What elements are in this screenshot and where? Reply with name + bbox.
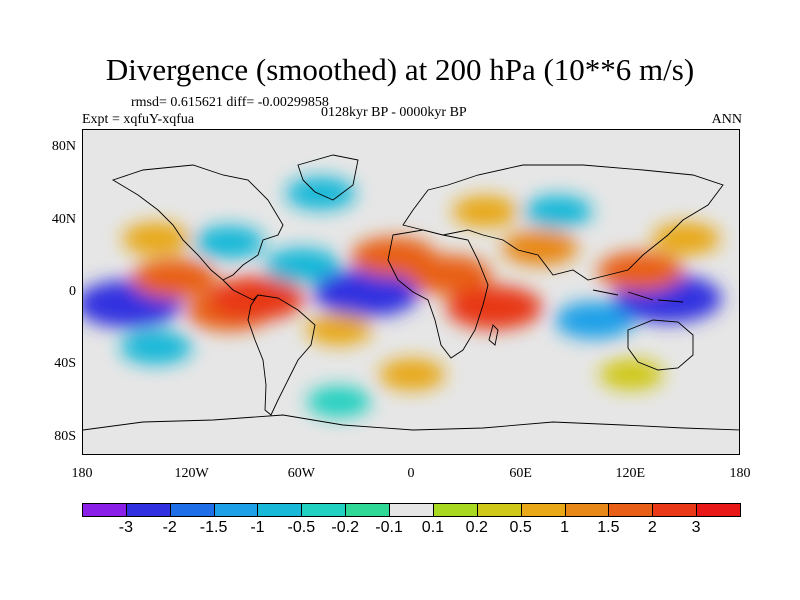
colorbar-label: 3 <box>691 519 701 536</box>
colorbar-swatch <box>345 503 391 517</box>
colorbar-label: -0.5 <box>287 519 316 536</box>
lat-tick-label: 40S <box>54 356 76 372</box>
colorbar-label: 1 <box>560 519 569 536</box>
colorbar-swatch <box>82 503 127 517</box>
colorbar-label: -0.2 <box>331 519 359 536</box>
coastline-africa <box>387 229 489 359</box>
field-anomaly-17 <box>597 251 684 292</box>
colorbar-label: -1.5 <box>199 519 228 536</box>
colorbar-label: 0.5 <box>509 519 532 536</box>
field-anomaly-8 <box>313 269 420 317</box>
experiment-text: Expt = xqfuY-xqfua <box>82 112 195 127</box>
divergence-map <box>83 154 739 431</box>
colorbar-label: 0.2 <box>465 519 488 536</box>
colorbar-label: 1.5 <box>597 519 620 536</box>
colorbar-swatch <box>564 503 610 517</box>
coastline-antarctica <box>83 414 739 431</box>
lon-tick-label: 60E <box>509 466 532 481</box>
plot-title: Divergence (smoothed) at 200 hPa (10**6 … <box>105 52 695 87</box>
field-anomaly-20 <box>524 195 593 228</box>
colorbar-swatch <box>169 503 215 517</box>
coastline-central-america <box>222 279 259 301</box>
colorbar-swatch <box>257 503 303 517</box>
period-text: 0128kyr BP - 0000kyr BP <box>321 105 467 120</box>
colorbar-swatch <box>476 503 522 517</box>
colorbar-swatch <box>608 503 654 517</box>
stats-text: rmsd= 0.615621 diff= -0.00299858 <box>131 95 329 110</box>
lat-tick-label: 40N <box>51 211 76 227</box>
coastline-australia <box>627 319 694 371</box>
colorbar-label: -2 <box>162 519 177 536</box>
lat-tick-label: 0 <box>69 284 76 299</box>
colorbar-swatch <box>520 503 566 517</box>
colorbar-swatch <box>213 503 259 517</box>
map-panel <box>82 129 740 455</box>
field-anomaly-12 <box>446 285 543 330</box>
coastline-madagascar <box>488 324 499 346</box>
field-anomaly-10 <box>305 313 372 346</box>
field-anomaly-11 <box>405 254 492 295</box>
colorbar-swatch <box>432 503 478 517</box>
field-anomaly-22 <box>599 358 664 391</box>
lon-tick-label: 0 <box>407 466 415 481</box>
colorbar-label: -1 <box>250 519 265 536</box>
field-anomaly-1 <box>131 258 218 299</box>
field-anomaly-4 <box>122 222 191 256</box>
colorbar-label: 2 <box>647 519 657 536</box>
field-anomaly-5 <box>120 330 193 365</box>
field-anomaly-6 <box>194 225 265 260</box>
lat-tick-label: 80S <box>54 428 76 444</box>
field-anomaly-15 <box>554 301 635 339</box>
field-anomaly-19 <box>285 176 356 211</box>
field-anomaly-7 <box>264 247 341 284</box>
lon-tick-label: 180 <box>729 466 751 481</box>
colorbar-label: 0.1 <box>421 519 445 536</box>
colorbar-swatch <box>389 503 434 517</box>
coastline-south-america <box>247 294 316 416</box>
lon-tick-label: 120E <box>615 466 646 481</box>
colorbar-label: -0.1 <box>375 519 403 536</box>
colorbar-label: -3 <box>118 519 133 536</box>
field-anomaly-18 <box>652 222 721 256</box>
colorbar <box>82 503 741 517</box>
lon-tick-label: 180 <box>71 466 93 481</box>
coastline-greenland <box>297 154 359 201</box>
field-anomaly-13 <box>501 229 578 266</box>
colorbar-swatch <box>125 503 171 517</box>
season-text: ANN <box>711 112 742 127</box>
coastline-north-america <box>111 164 284 281</box>
field-anomaly-14 <box>452 195 519 228</box>
colorbar-swatch <box>301 503 347 517</box>
coastline-indonesia <box>592 289 684 303</box>
lon-tick-label: 60W <box>287 466 315 481</box>
field-anomaly-21 <box>379 358 445 391</box>
lon-tick-label: 120W <box>174 466 209 481</box>
lat-tick-label: 80N <box>51 139 76 155</box>
coastline-eurasia <box>402 164 724 281</box>
field-anomaly-3 <box>208 276 305 321</box>
colorbar-swatch <box>652 503 698 517</box>
colorbar-swatch <box>696 503 741 517</box>
field-anomaly-23 <box>306 386 371 418</box>
